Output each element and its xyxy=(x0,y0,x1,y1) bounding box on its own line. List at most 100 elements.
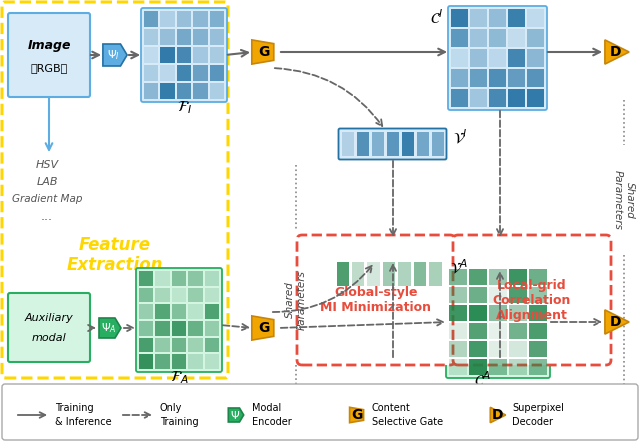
Bar xyxy=(489,287,507,303)
Bar xyxy=(527,29,544,47)
Bar xyxy=(188,354,203,369)
Bar xyxy=(470,29,487,47)
Bar xyxy=(489,359,507,375)
Text: Encoder: Encoder xyxy=(252,417,292,427)
Bar xyxy=(509,305,527,321)
FancyBboxPatch shape xyxy=(8,13,90,97)
Bar xyxy=(188,305,203,319)
Text: $\mathcal{C}^A$: $\mathcal{C}^A$ xyxy=(474,371,492,389)
Bar xyxy=(449,305,467,321)
Text: G: G xyxy=(258,321,269,335)
Bar xyxy=(470,89,487,107)
Bar xyxy=(489,269,507,285)
Bar xyxy=(489,305,507,321)
Bar xyxy=(139,305,154,319)
Bar xyxy=(449,287,467,303)
Bar xyxy=(417,132,429,156)
Bar xyxy=(144,65,159,81)
Text: $\mathcal{V}^A$: $\mathcal{V}^A$ xyxy=(450,258,468,277)
Polygon shape xyxy=(252,316,274,340)
Bar xyxy=(449,359,467,375)
Bar xyxy=(188,288,203,302)
Bar xyxy=(387,132,399,156)
Bar xyxy=(431,132,444,156)
FancyBboxPatch shape xyxy=(333,259,445,290)
Polygon shape xyxy=(228,408,244,422)
Bar xyxy=(451,29,468,47)
Bar xyxy=(449,269,467,285)
Bar xyxy=(469,269,487,285)
Text: D: D xyxy=(610,45,621,59)
Text: $\Psi_A$: $\Psi_A$ xyxy=(101,321,117,335)
Bar xyxy=(489,49,506,67)
Bar xyxy=(470,49,487,67)
Bar xyxy=(139,338,154,352)
Text: HSV: HSV xyxy=(35,160,59,170)
Bar xyxy=(489,29,506,47)
Bar xyxy=(401,132,413,156)
Text: D: D xyxy=(492,408,503,422)
Bar xyxy=(356,132,369,156)
Bar xyxy=(210,11,224,27)
Bar xyxy=(529,287,547,303)
FancyBboxPatch shape xyxy=(339,129,447,160)
Text: （RGB）: （RGB） xyxy=(30,63,68,73)
Bar xyxy=(188,271,203,286)
Text: Content: Content xyxy=(372,403,411,413)
Bar xyxy=(172,288,186,302)
Text: Shared
Parameters: Shared Parameters xyxy=(613,170,635,230)
FancyBboxPatch shape xyxy=(136,268,222,372)
Bar xyxy=(508,9,525,27)
Bar xyxy=(177,29,191,45)
Bar xyxy=(172,271,186,286)
Bar xyxy=(527,49,544,67)
Text: & Inference: & Inference xyxy=(55,417,111,427)
Polygon shape xyxy=(490,407,506,423)
Bar xyxy=(139,288,154,302)
Bar xyxy=(156,321,170,335)
Bar xyxy=(156,271,170,286)
Polygon shape xyxy=(605,40,629,64)
Text: D: D xyxy=(610,315,621,329)
Text: Shared
Parameters: Shared Parameters xyxy=(285,270,307,330)
Bar xyxy=(210,65,224,81)
Text: LAB: LAB xyxy=(36,177,58,187)
Bar xyxy=(144,83,159,99)
Bar xyxy=(489,9,506,27)
Bar xyxy=(193,65,207,81)
Bar xyxy=(177,47,191,63)
Text: Training: Training xyxy=(160,417,198,427)
Text: $\mathcal{F}_I$: $\mathcal{F}_I$ xyxy=(177,99,191,116)
Bar xyxy=(210,29,224,45)
Text: ...: ... xyxy=(41,210,53,222)
Bar xyxy=(509,269,527,285)
Bar xyxy=(469,287,487,303)
Bar xyxy=(177,11,191,27)
Polygon shape xyxy=(99,318,121,338)
Bar xyxy=(210,83,224,99)
Bar xyxy=(205,354,219,369)
Text: $\mathcal{F}_A$: $\mathcal{F}_A$ xyxy=(170,370,188,386)
Bar xyxy=(449,341,467,357)
Text: $\mathcal{C}^I$: $\mathcal{C}^I$ xyxy=(430,8,444,27)
Bar xyxy=(139,321,154,335)
Polygon shape xyxy=(252,40,274,64)
FancyBboxPatch shape xyxy=(453,235,611,365)
Bar xyxy=(429,262,442,286)
Bar xyxy=(144,11,159,27)
Bar xyxy=(193,47,207,63)
Bar xyxy=(188,321,203,335)
Bar xyxy=(205,338,219,352)
Text: Superpixel: Superpixel xyxy=(512,403,564,413)
Bar xyxy=(156,288,170,302)
Bar xyxy=(469,323,487,339)
Text: Modal: Modal xyxy=(252,403,281,413)
Bar xyxy=(193,29,207,45)
Bar xyxy=(508,89,525,107)
Bar xyxy=(508,29,525,47)
Bar xyxy=(161,65,175,81)
Text: Image: Image xyxy=(28,38,71,52)
FancyBboxPatch shape xyxy=(446,266,550,378)
Bar xyxy=(205,288,219,302)
Bar xyxy=(172,338,186,352)
